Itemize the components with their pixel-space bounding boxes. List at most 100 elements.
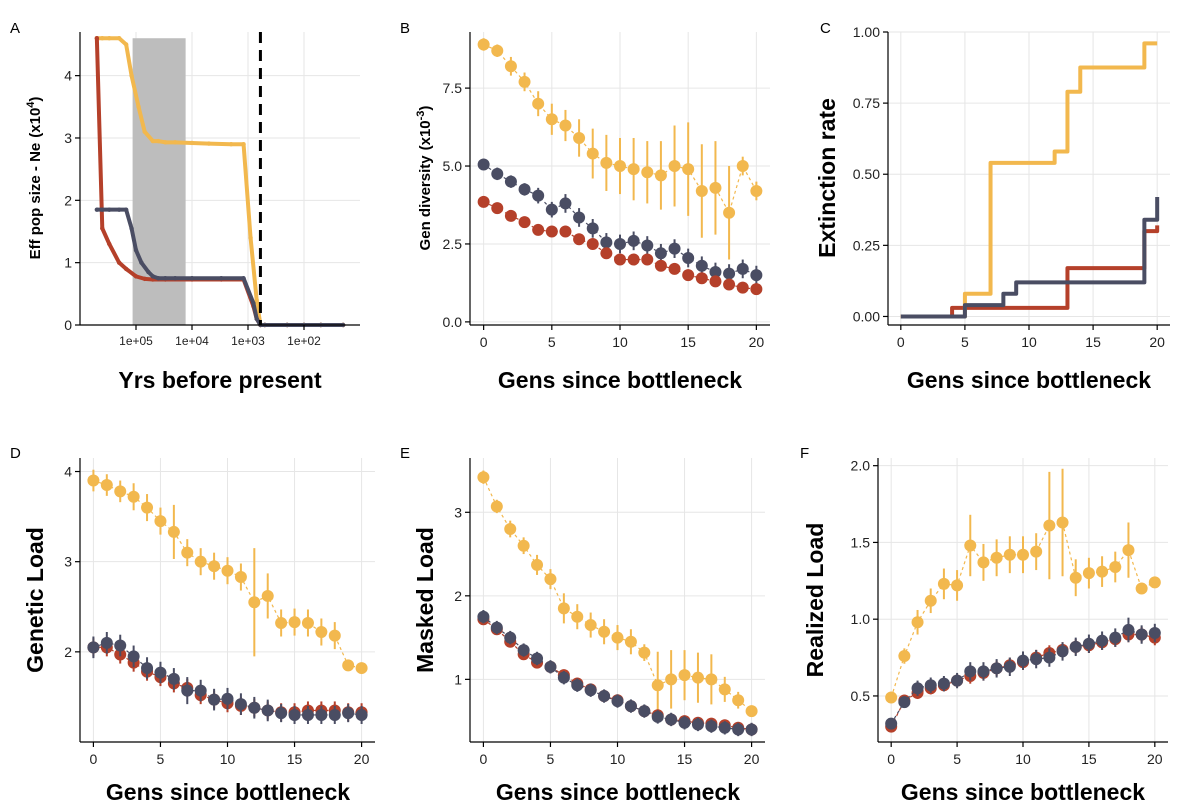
panel-e: E 0 5 10 15 20 1 2 3 Gens since bottleneck Masked … <box>400 445 765 805</box>
data-point <box>937 577 950 590</box>
x-tick-label: 0 <box>897 334 905 350</box>
data-point <box>545 225 558 238</box>
data-point <box>614 237 626 250</box>
data-point <box>288 708 301 721</box>
data-point <box>248 701 261 714</box>
y-axis-label: Gen diversity (x10-3) <box>415 106 434 251</box>
data-point <box>328 629 341 642</box>
data-point <box>254 297 259 303</box>
y-tick-label: 0.0 <box>443 314 463 330</box>
data-point <box>1148 627 1161 640</box>
data-point <box>709 266 722 279</box>
data-point <box>691 671 704 684</box>
data-point <box>127 650 140 663</box>
data-point <box>150 138 156 144</box>
y-tick-label: 5.0 <box>443 158 463 174</box>
data-point <box>559 197 572 210</box>
y-tick-label: 0.50 <box>853 166 880 182</box>
data-point <box>142 129 147 134</box>
data-point <box>532 97 545 110</box>
data-point <box>718 683 731 696</box>
x-axis-label: Gens since bottleneck <box>106 779 350 805</box>
data-point <box>129 226 134 231</box>
data-point <box>614 253 626 266</box>
panel-letter: F <box>800 445 809 462</box>
data-point <box>545 203 558 216</box>
data-point <box>301 708 314 721</box>
data-point <box>1043 519 1056 532</box>
data-point <box>194 684 207 697</box>
data-point <box>116 36 122 41</box>
series-2 <box>94 207 346 328</box>
data-point <box>123 207 129 212</box>
data-point <box>241 276 246 281</box>
data-point <box>141 662 154 675</box>
data-point <box>531 652 544 665</box>
data-point <box>1069 640 1082 653</box>
data-point <box>1122 623 1135 636</box>
panel-a: A 1e+05 1e+04 1e+03 1e+02 0 1 2 3 4 Yrs before pre… <box>10 20 360 393</box>
data-point <box>638 646 651 659</box>
data-point <box>234 571 247 584</box>
data-point <box>477 38 490 51</box>
data-point <box>705 673 718 686</box>
data-point <box>517 644 530 657</box>
data-point <box>898 696 911 709</box>
data-point <box>1096 565 1109 578</box>
data-point <box>624 700 637 713</box>
data-point <box>977 556 990 569</box>
data-point <box>194 555 207 568</box>
data-point <box>94 207 100 212</box>
data-point <box>181 684 194 697</box>
series-2 <box>477 610 758 737</box>
data-point <box>1017 548 1029 561</box>
data-point <box>251 300 256 306</box>
data-point <box>172 276 178 281</box>
data-point <box>141 501 154 514</box>
data-point <box>745 723 758 736</box>
panel-letter: D <box>10 445 21 462</box>
series-0 <box>900 225 1160 319</box>
y-axis-label-text: Realized Load <box>802 523 828 678</box>
y-axis-unit: (x10 <box>417 120 434 150</box>
x-tick-label: 1e+02 <box>287 334 321 348</box>
x-tick-label: 10 <box>1021 334 1037 350</box>
data-point <box>584 684 597 697</box>
panel-letter: B <box>400 20 410 37</box>
data-point <box>750 269 763 282</box>
series-line <box>900 225 1160 319</box>
data-point <box>221 564 234 577</box>
y-tick-label: 2 <box>64 192 72 208</box>
data-point <box>532 223 545 236</box>
data-point <box>600 247 613 260</box>
data-point <box>705 720 718 733</box>
data-point <box>315 708 328 721</box>
data-point <box>107 36 112 41</box>
series-1 <box>477 158 763 285</box>
data-point <box>123 42 129 47</box>
data-point <box>1003 548 1016 561</box>
data-point <box>571 610 584 623</box>
data-point <box>208 560 221 573</box>
data-point <box>94 36 100 41</box>
y-tick-label: 0.00 <box>853 308 880 324</box>
data-point <box>234 698 247 711</box>
data-point <box>248 235 253 240</box>
data-point <box>490 500 503 513</box>
data-point <box>611 631 624 644</box>
data-point <box>355 662 368 675</box>
data-point <box>559 119 572 132</box>
data-point <box>100 36 105 41</box>
data-point <box>1096 634 1109 647</box>
x-tick-label: 15 <box>1081 751 1097 767</box>
data-point <box>709 181 722 194</box>
panel-b: B 0 5 10 15 20 0.0 2.5 5.0 7.5 Gens since bottlene… <box>400 20 770 393</box>
y-tick-label: 3 <box>64 130 72 146</box>
data-point <box>964 539 977 552</box>
data-point <box>114 485 127 498</box>
x-tick-label: 0 <box>480 334 488 350</box>
x-tick-label: 15 <box>1085 334 1101 350</box>
y-tick-label: 1.00 <box>853 24 880 40</box>
y-axis-label-text: Masked Load <box>412 527 438 673</box>
data-point <box>665 673 678 686</box>
